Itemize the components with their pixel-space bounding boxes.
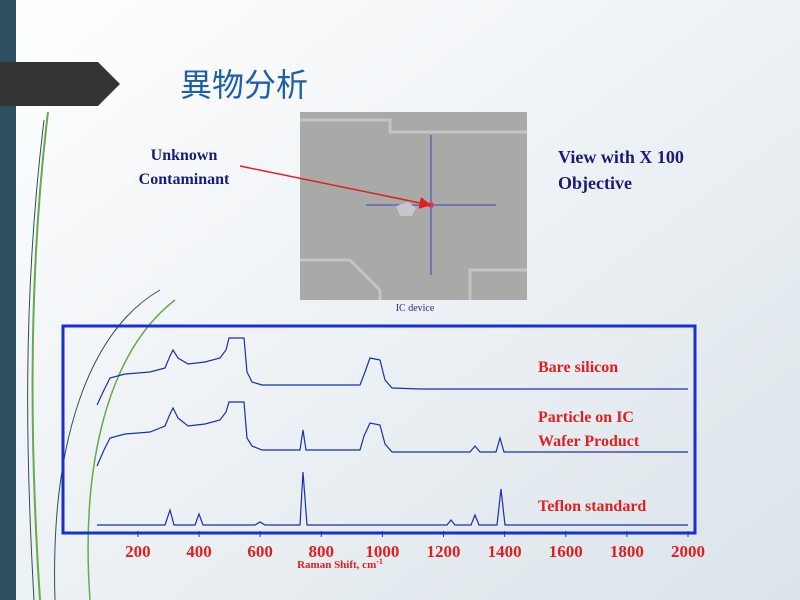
x-axis-label-sup: -1 — [376, 557, 383, 566]
x-axis-label: Raman Shift, cm-1 — [297, 557, 383, 571]
x-tick-label: 200 — [125, 542, 151, 561]
decor-curves — [27, 111, 176, 600]
series-label: Wafer Product — [538, 433, 640, 450]
image-caption: IC device — [396, 303, 435, 314]
x-tick-label: 1400 — [488, 542, 522, 561]
series-label: Teflon standard — [538, 498, 646, 515]
x-tick-label: 1800 — [610, 542, 644, 561]
series-label: Bare silicon — [538, 359, 618, 376]
x-tick-label: 2000 — [671, 542, 705, 561]
spectra — [96, 337, 688, 526]
x-axis-label-text: Raman Shift, cm — [297, 559, 376, 571]
callout: Unknown — [151, 147, 218, 164]
x-tick-label: 1000 — [365, 542, 399, 561]
chart-frame — [61, 324, 697, 535]
slide-title: 異物分析 — [180, 66, 308, 104]
view-note: View with X 100 — [558, 147, 684, 167]
title-arrow — [0, 62, 120, 106]
side-bar — [0, 0, 16, 600]
x-tick-label: 1200 — [427, 542, 461, 561]
x-tick-label: 1600 — [549, 542, 583, 561]
x-tick-label: 600 — [247, 542, 273, 561]
callout: Contaminant — [139, 171, 230, 188]
view-note: Objective — [558, 173, 632, 193]
series-label: Particle on IC — [538, 409, 634, 426]
callout-arrow — [239, 165, 432, 209]
x-tick-label: 400 — [186, 542, 212, 561]
micrograph — [300, 112, 527, 300]
x-tick-label: 800 — [309, 542, 335, 561]
